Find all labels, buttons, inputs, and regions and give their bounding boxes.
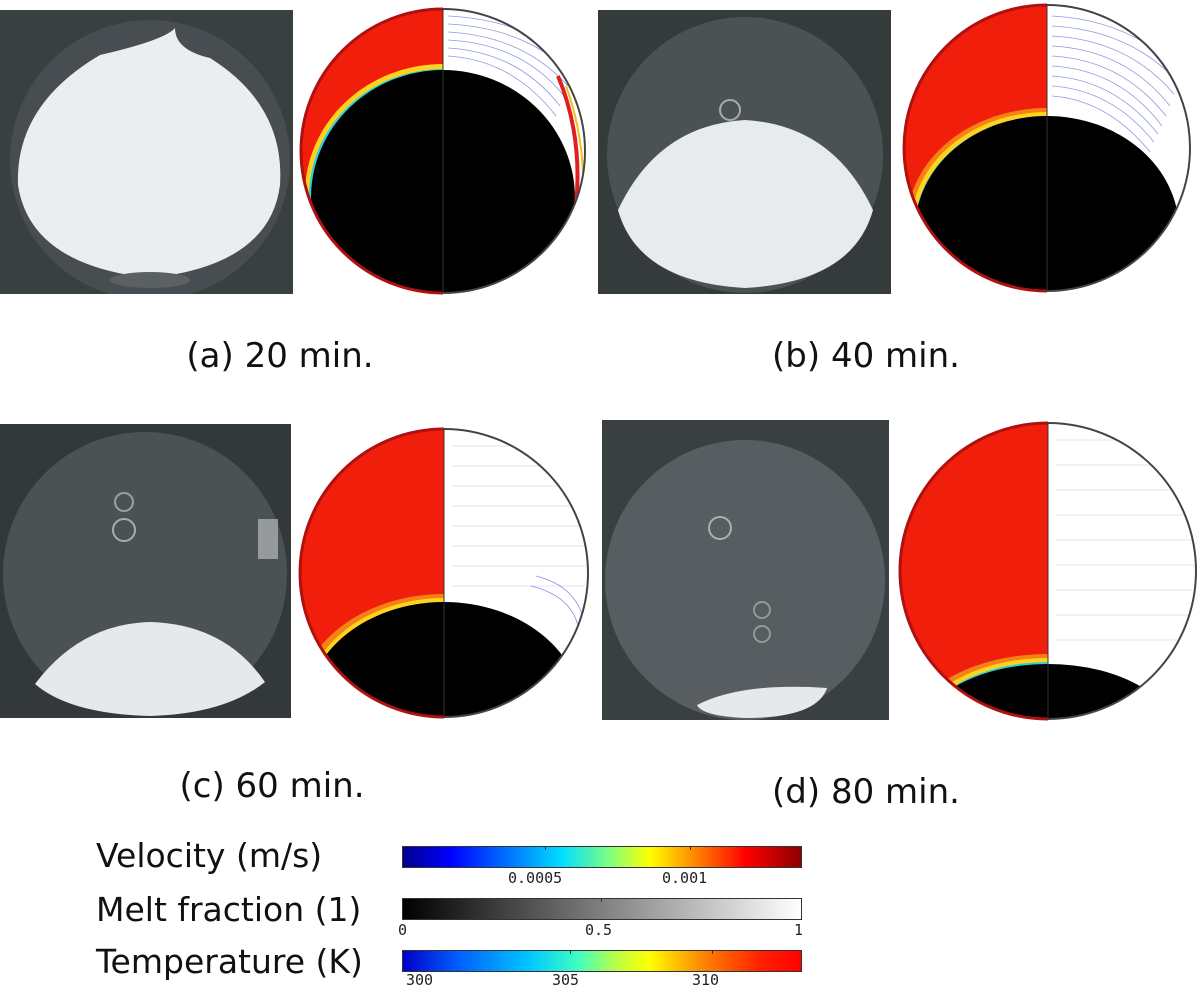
temp-tickmark-310: [712, 950, 713, 954]
velocity-tickmark-1: [545, 846, 546, 850]
temperature-colorbar: [402, 950, 802, 972]
experiment-photo-c: [0, 424, 291, 718]
melt-tick-mid: 0.5: [585, 921, 613, 939]
experiment-photo-d: [602, 420, 889, 720]
experiment-photo-b: [598, 10, 891, 294]
velocity-tick-1: 0.0005: [508, 869, 563, 887]
simulation-circle-d: [898, 420, 1198, 722]
caption-b: (b) 40 min.: [772, 336, 960, 376]
simulation-circle-c: [296, 426, 594, 720]
legend-label-velocity: Velocity (m/s): [96, 836, 323, 875]
caption-c: (c) 60 min.: [179, 766, 365, 806]
melt-tick-0: 0: [398, 921, 408, 939]
temp-tick-305: 305: [552, 971, 580, 989]
legend-label-temperature: Temperature (K): [96, 942, 363, 981]
experiment-photo-a: [0, 10, 293, 294]
simulation-circle-a: [298, 6, 590, 296]
temp-tickmark-305: [570, 950, 571, 954]
caption-a: (a) 20 min.: [186, 336, 374, 376]
temp-tick-300: 300: [406, 971, 434, 989]
velocity-tickmark-2: [690, 846, 691, 850]
melt-tick-1: 1: [794, 921, 804, 939]
melt-fraction-colorbar: [402, 898, 802, 920]
velocity-tick-2: 0.001: [662, 869, 708, 887]
melt-tickmark-mid: [601, 898, 602, 902]
caption-d: (d) 80 min.: [772, 772, 960, 812]
simulation-circle-b: [900, 2, 1196, 294]
legend-label-melt-fraction: Melt fraction (1): [96, 890, 362, 929]
velocity-colorbar: [402, 846, 802, 868]
temp-tick-310: 310: [692, 971, 720, 989]
